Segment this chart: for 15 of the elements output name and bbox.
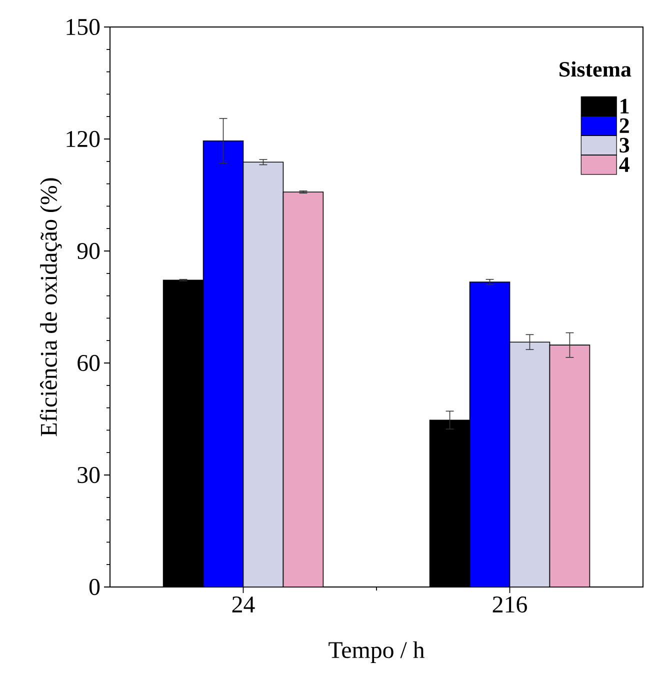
y-tick-label: 90	[77, 242, 100, 260]
legend-label: 1	[620, 98, 629, 114]
legend-label: 3	[620, 138, 630, 153]
y-tick-label: 30	[78, 466, 100, 484]
y-tick-label: 0	[89, 578, 100, 596]
y-tick-label: 150	[66, 18, 100, 36]
legend-label: 4	[619, 157, 630, 172]
legend-title: Sistema	[560, 61, 632, 77]
x-axis-title: Tempo / h	[328, 641, 425, 664]
x-tick-label: 216	[492, 596, 527, 613]
x-tick-label: 24	[232, 596, 255, 612]
y-axis-title: Eficiência de oxidação (%)	[40, 178, 62, 436]
y-tick-label: 60	[78, 354, 100, 372]
legend-label: 2	[620, 118, 629, 133]
y-tick-label: 120	[66, 130, 100, 148]
